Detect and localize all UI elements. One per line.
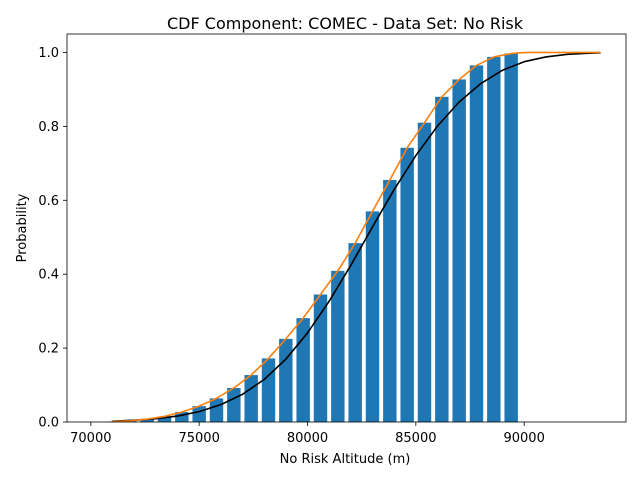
lines-layer xyxy=(111,51,601,423)
x-tick-label: 75000 xyxy=(178,431,219,446)
series-line-orange xyxy=(111,51,601,423)
bar xyxy=(469,65,484,422)
bar xyxy=(348,243,362,422)
y-axis-ticks: 0.0 0.2 0.4 0.6 0.8 1.0 xyxy=(38,46,67,431)
bar xyxy=(227,388,241,422)
x-tick-label: 80000 xyxy=(287,431,328,446)
x-tick-label: 90000 xyxy=(503,431,544,446)
plot-frame xyxy=(66,33,627,423)
bar xyxy=(261,358,276,422)
bar xyxy=(417,122,432,422)
bar xyxy=(157,416,172,422)
bar xyxy=(452,79,466,422)
bar xyxy=(400,147,414,422)
y-tick-label: 0.6 xyxy=(38,194,59,209)
y-tick-label: 0.0 xyxy=(38,416,59,431)
bar xyxy=(279,338,293,422)
y-axis-label: Probability xyxy=(15,193,30,262)
bar xyxy=(313,294,328,422)
bar xyxy=(140,419,154,422)
bar xyxy=(296,318,310,422)
y-tick-label: 1.0 xyxy=(38,46,59,61)
bar xyxy=(209,398,224,422)
series-line-black xyxy=(111,52,601,423)
bar xyxy=(244,375,258,422)
x-axis-label: No Risk Altitude (m) xyxy=(280,452,411,467)
bar xyxy=(504,53,518,422)
bar xyxy=(487,56,501,422)
chart-title: CDF Component: COMEC - Data Set: No Risk xyxy=(167,14,524,33)
y-tick-label: 0.2 xyxy=(38,342,59,357)
y-tick-label: 0.4 xyxy=(38,268,59,283)
x-tick-label: 70000 xyxy=(70,431,111,446)
bar xyxy=(365,211,380,422)
bar xyxy=(331,270,345,422)
bar xyxy=(383,179,397,422)
bars-layer xyxy=(105,53,518,422)
bar xyxy=(175,412,189,422)
y-tick-label: 0.8 xyxy=(38,120,59,135)
x-axis-ticks: 70000 75000 80000 85000 90000 xyxy=(70,422,545,446)
bar xyxy=(435,96,449,422)
x-tick-label: 85000 xyxy=(395,431,436,446)
